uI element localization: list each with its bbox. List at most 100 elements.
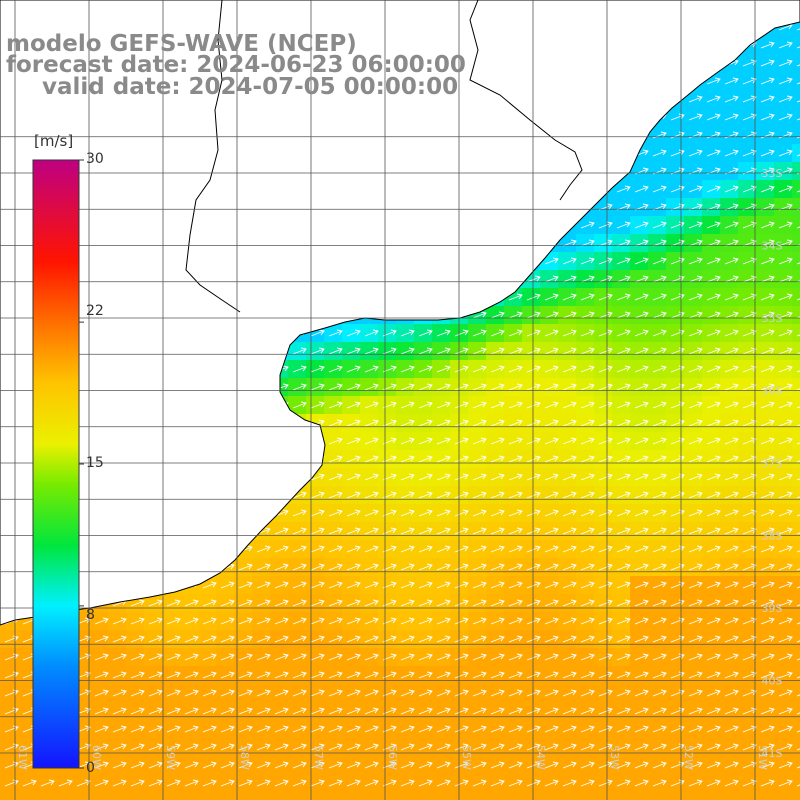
wind-arrow — [688, 419, 703, 427]
speed-cell — [342, 414, 361, 433]
wind-arrow — [706, 257, 721, 265]
wind-arrow — [508, 455, 523, 463]
wind-arrow — [796, 59, 800, 67]
wind-arrow — [526, 473, 541, 481]
wind-arrow — [616, 401, 631, 409]
wind-arrow — [544, 437, 559, 445]
speed-cell — [468, 522, 487, 541]
speed-cell — [342, 738, 361, 757]
speed-cell — [774, 648, 793, 667]
wind-arrow — [634, 257, 649, 265]
speed-cell — [792, 594, 800, 613]
wind-arrow — [418, 347, 433, 355]
wind-arrow — [112, 725, 127, 733]
speed-cell — [576, 756, 595, 775]
wind-arrow — [526, 419, 541, 427]
speed-cell — [792, 378, 800, 397]
wind-arrow — [796, 293, 800, 301]
speed-cell — [306, 666, 325, 685]
wind-arrow — [724, 743, 739, 751]
wind-arrow — [364, 563, 379, 571]
speed-cell — [630, 486, 649, 505]
wind-arrow — [328, 617, 343, 625]
speed-cell — [702, 198, 721, 217]
speed-cell — [144, 684, 163, 703]
wind-arrow — [346, 545, 361, 553]
speed-cell — [468, 576, 487, 595]
speed-cell — [486, 648, 505, 667]
wind-arrow — [400, 545, 415, 553]
speed-cell — [252, 684, 271, 703]
wind-arrow — [400, 671, 415, 679]
wind-arrow — [724, 293, 739, 301]
wind-arrow — [310, 563, 325, 571]
speed-cell — [774, 792, 793, 800]
wind-arrow — [454, 653, 469, 661]
wind-arrow — [310, 743, 325, 751]
speed-cell — [720, 630, 739, 649]
wind-arrow — [274, 743, 289, 751]
speed-cell — [612, 648, 631, 667]
wind-arrow — [490, 563, 505, 571]
wind-arrow — [472, 419, 487, 427]
speed-cell — [774, 486, 793, 505]
speed-cell — [18, 666, 37, 685]
speed-cell — [522, 702, 541, 721]
speed-cell — [234, 756, 253, 775]
speed-cell — [738, 306, 757, 325]
wind-arrow — [274, 635, 289, 643]
wind-arrow — [580, 383, 595, 391]
wind-arrow — [742, 743, 757, 751]
wind-arrow — [742, 185, 757, 193]
wind-arrow — [634, 635, 649, 643]
speed-cell — [468, 486, 487, 505]
wind-arrow — [526, 329, 541, 337]
speed-cell — [594, 378, 613, 397]
speed-cell — [342, 468, 361, 487]
wind-arrow — [724, 419, 739, 427]
wind-arrow — [184, 707, 199, 715]
speed-cell — [540, 522, 559, 541]
wind-arrow — [706, 635, 721, 643]
wind-arrow — [580, 779, 595, 787]
speed-cell — [234, 648, 253, 667]
speed-cell — [504, 702, 523, 721]
speed-cell — [414, 738, 433, 757]
speed-cell — [270, 738, 289, 757]
speed-cell — [90, 756, 109, 775]
speed-cell — [792, 702, 800, 721]
wind-arrow — [652, 761, 667, 769]
speed-cell — [126, 738, 145, 757]
wind-arrow — [688, 365, 703, 373]
speed-cell — [576, 378, 595, 397]
speed-cell — [414, 540, 433, 559]
speed-cell — [648, 486, 667, 505]
wind-arrow — [598, 509, 613, 517]
wind-arrow — [742, 437, 757, 445]
speed-cell — [630, 666, 649, 685]
wind-arrow — [256, 581, 271, 589]
speed-cell — [684, 630, 703, 649]
speed-cell — [198, 684, 217, 703]
speed-cell — [612, 576, 631, 595]
wind-arrow — [706, 293, 721, 301]
speed-cell — [162, 756, 181, 775]
speed-cell — [396, 504, 415, 523]
wind-arrow — [364, 653, 379, 661]
wind-arrow — [490, 779, 505, 787]
wind-arrow — [778, 383, 793, 391]
speed-cell — [720, 648, 739, 667]
wind-arrow — [598, 329, 613, 337]
speed-cell — [756, 504, 775, 523]
wind-arrow — [526, 581, 541, 589]
wind-arrow — [328, 365, 343, 373]
speed-cell — [378, 540, 397, 559]
wind-arrow — [778, 689, 793, 697]
speed-cell — [576, 432, 595, 451]
wind-arrow — [544, 401, 559, 409]
speed-cell — [0, 720, 19, 739]
wind-arrow — [274, 599, 289, 607]
wind-arrow — [472, 545, 487, 553]
speed-cell — [792, 414, 800, 433]
